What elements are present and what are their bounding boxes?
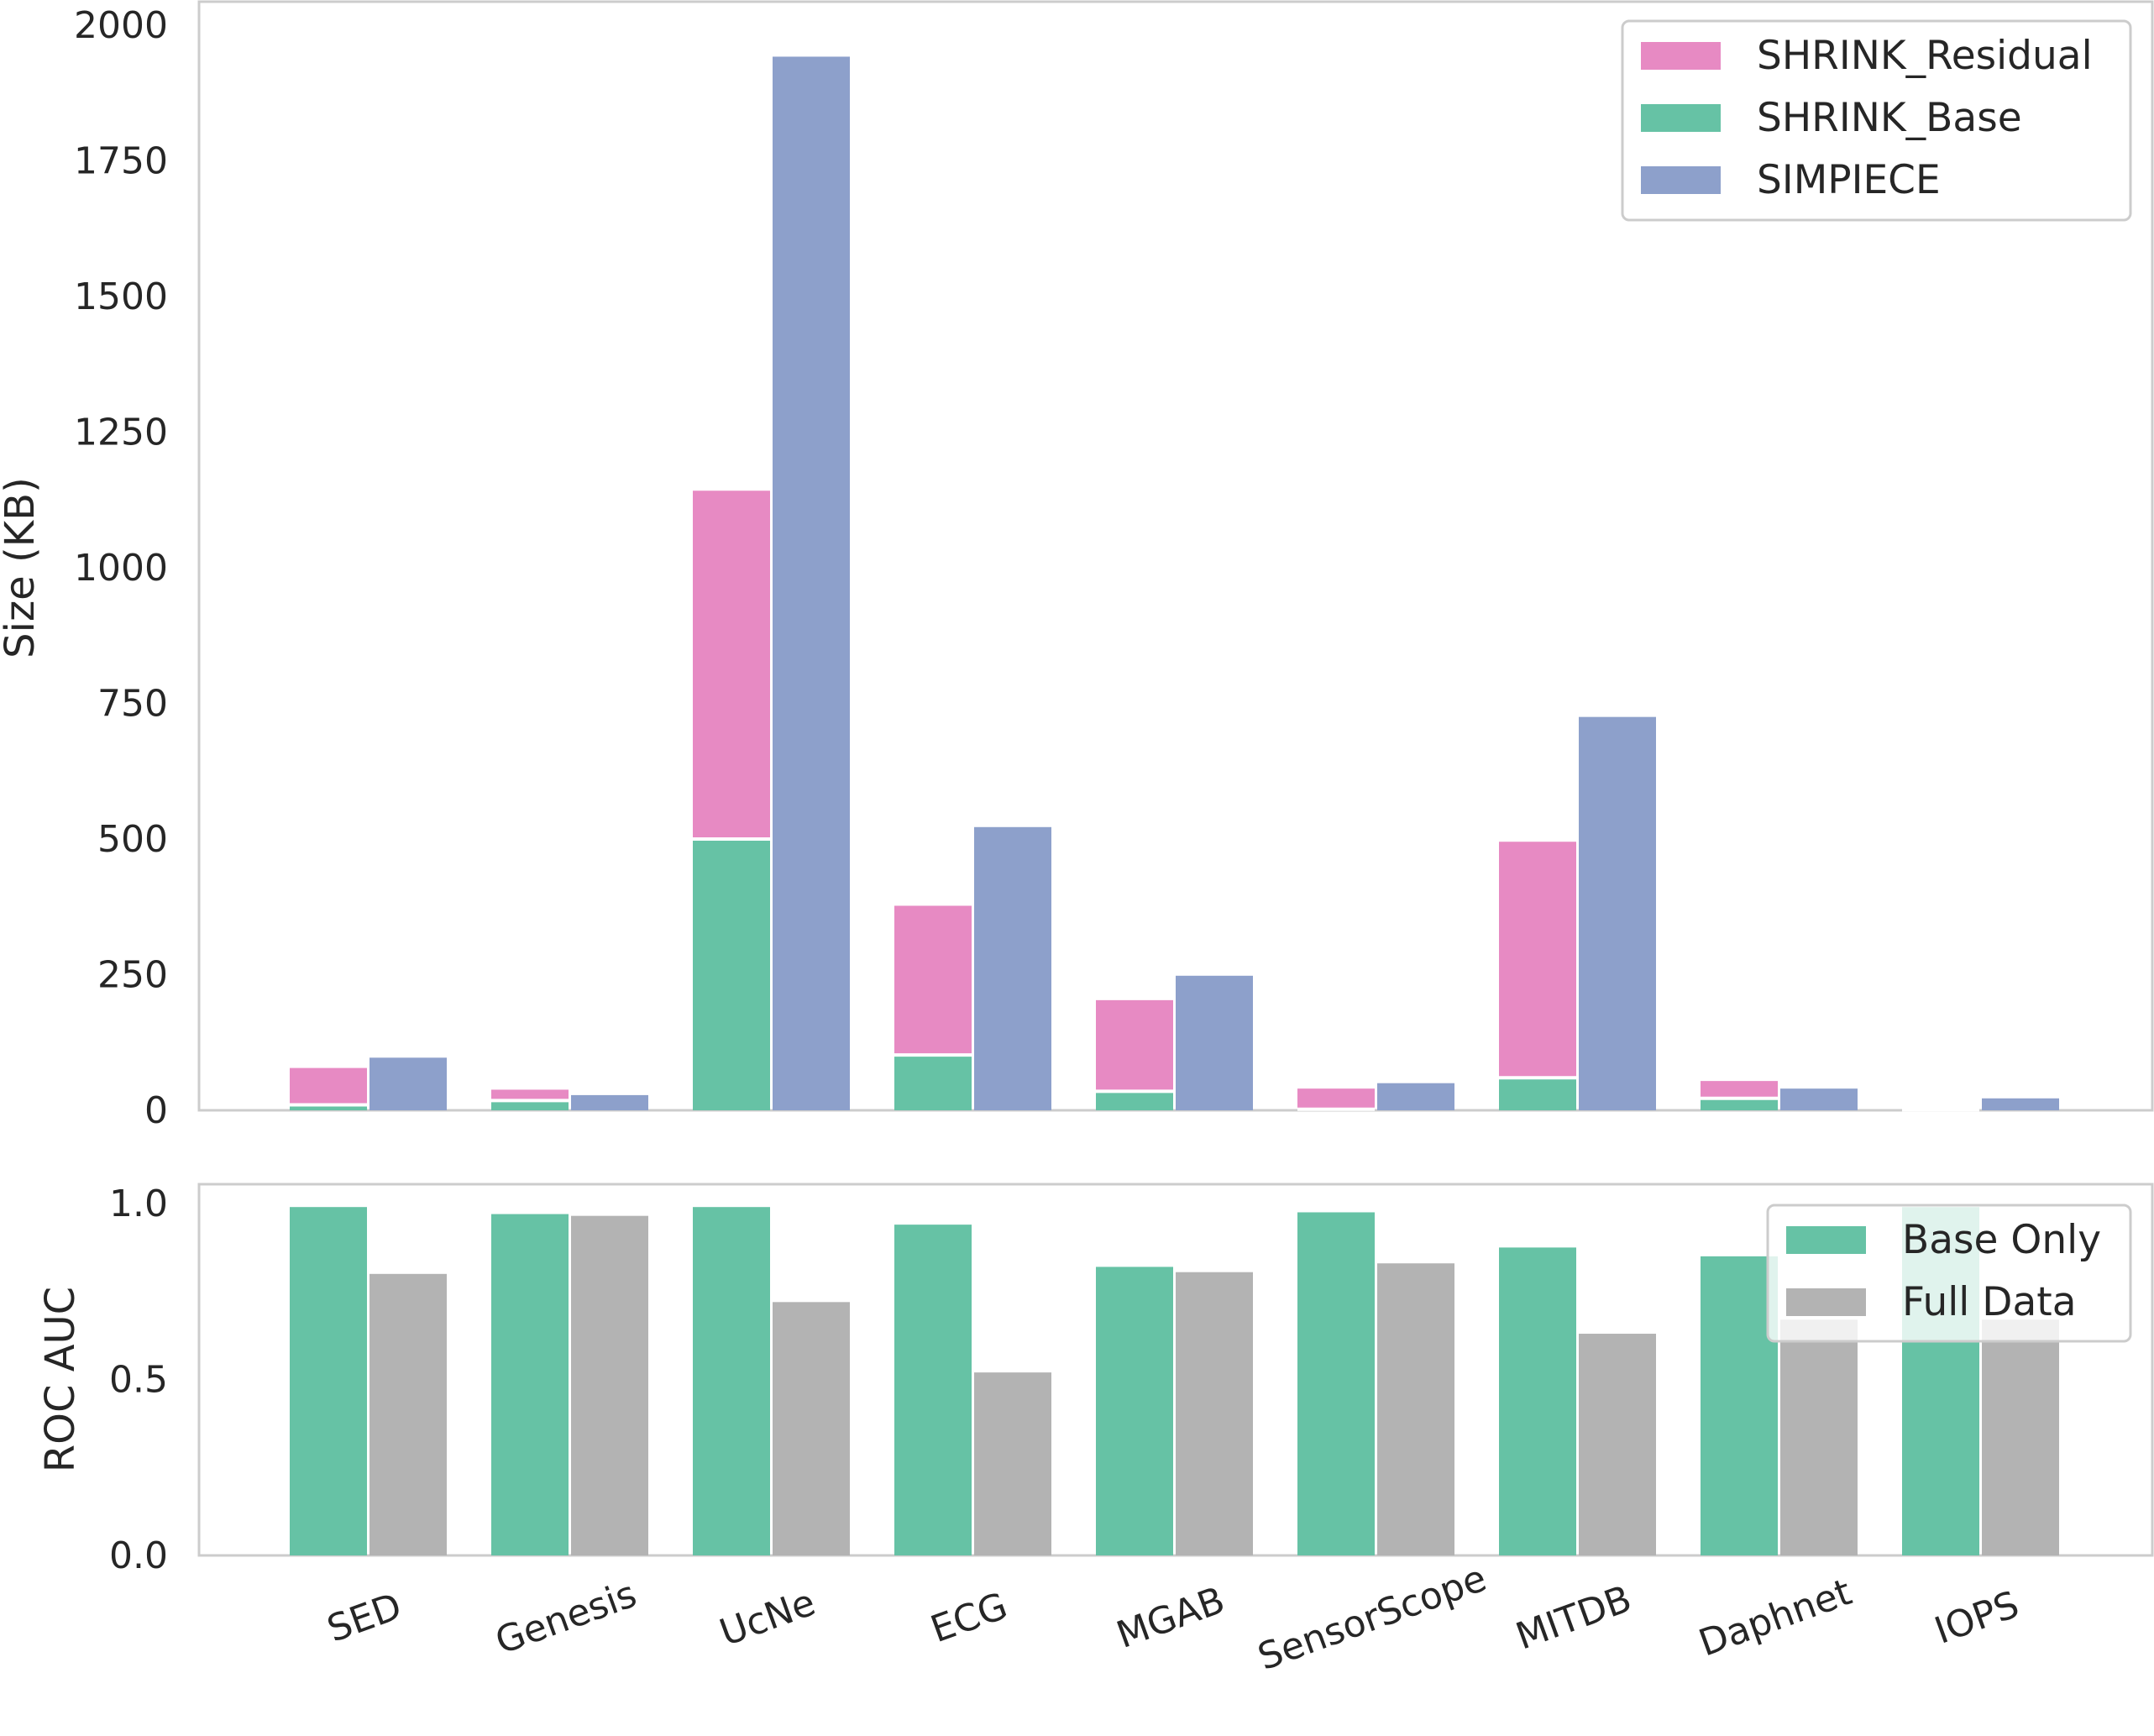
roc-axis-label: ROC AUC	[37, 1287, 84, 1472]
bar-full-data-ucne	[773, 1302, 850, 1555]
bar-base-only-ucne	[693, 1207, 770, 1555]
legend-swatch-shrink-base	[1641, 104, 1721, 132]
bar-shrink-residual-ucne	[693, 490, 770, 839]
category-label-ecg: ECG	[925, 1585, 1013, 1652]
bar-shrink-base-ucne	[693, 839, 770, 1110]
bar-base-only-mgab	[1096, 1267, 1173, 1555]
bar-simpiece-ucne	[773, 56, 850, 1110]
size-axis-tick-label: 1250	[74, 412, 168, 454]
size-axis-tick-label: 1500	[74, 275, 168, 318]
bar-simpiece-genesis	[571, 1094, 648, 1110]
bar-shrink-base-sed	[290, 1104, 367, 1110]
legend-swatch-shrink-residual	[1641, 42, 1721, 70]
bar-shrink-residual-sed	[290, 1067, 367, 1105]
bar-full-data-mgab	[1176, 1272, 1253, 1555]
bar-simpiece-sed	[369, 1057, 447, 1110]
bar-full-data-sensorscope	[1377, 1263, 1454, 1555]
category-label-iops: IOPS	[1929, 1583, 2024, 1653]
bar-simpiece-daphnet	[1780, 1088, 1858, 1110]
size-axis-tick-label: 1750	[74, 140, 168, 183]
legend-label-base-only: Base Only	[1902, 1217, 2101, 1263]
legend-swatch-simpiece	[1641, 166, 1721, 194]
bar-simpiece-mgab	[1176, 975, 1253, 1110]
bar-full-data-mitdb	[1579, 1334, 1656, 1555]
legend-swatch-full-data	[1786, 1288, 1866, 1316]
bar-base-only-sensorscope	[1297, 1212, 1375, 1555]
bar-simpiece-sensorscope	[1377, 1083, 1454, 1110]
category-label-mgab: MGAB	[1111, 1579, 1230, 1657]
size-chart: 0 250 500 750 1000 1250 1500 1750 2000 Size (KB) S…	[0, 0, 2154, 1132]
roc-axis-tick-label: 0.0	[109, 1534, 168, 1577]
bar-full-data-daphnet	[1780, 1319, 1858, 1555]
bar-simpiece-mitdb	[1579, 716, 1656, 1110]
category-label-sed: SED	[322, 1585, 407, 1651]
size-axis-tick-label: 750	[97, 683, 168, 726]
size-axis-tick-label: 0	[144, 1089, 168, 1132]
legend-label-full-data: Full Data	[1902, 1279, 2077, 1325]
bar-shrink-residual-daphnet	[1701, 1081, 1778, 1099]
bar-shrink-residual-mitdb	[1499, 842, 1576, 1078]
size-legend: SHRINK_Residual SHRINK_Base SIMPIECE	[1621, 19, 2132, 222]
size-legend-box	[1621, 19, 2132, 222]
roc-auc-chart: 0.0 0.5 1.0 ROC AUC Base Only Full Data SED Gen…	[37, 1183, 2154, 1679]
legend-label-shrink-base: SHRINK_Base	[1757, 95, 2022, 141]
bar-shrink-residual-ecg	[894, 905, 972, 1056]
bar-shrink-residual-sensorscope	[1297, 1088, 1375, 1109]
roc-axis-tick-label: 1.0	[109, 1183, 168, 1225]
roc-legend: Base Only Full Data	[1766, 1204, 2132, 1343]
category-label-mitdb: MITDB	[1511, 1577, 1638, 1658]
category-label-daphnet: Daphnet	[1694, 1571, 1858, 1665]
bar-shrink-base-mgab	[1096, 1091, 1173, 1110]
bar-simpiece-ecg	[974, 826, 1051, 1110]
legend-label-shrink-residual: SHRINK_Residual	[1757, 33, 2093, 79]
roc-axis-tick-label: 0.5	[109, 1359, 168, 1402]
bar-shrink-base-daphnet	[1701, 1098, 1778, 1110]
size-axis-tick-label: 500	[97, 818, 168, 861]
bar-base-only-mitdb	[1499, 1247, 1576, 1555]
bar-base-only-ecg	[894, 1225, 972, 1555]
size-axis-tick-label: 2000	[74, 4, 168, 47]
bar-shrink-base-mitdb	[1499, 1078, 1576, 1110]
bar-full-data-ecg	[974, 1372, 1051, 1555]
legend-label-simpiece: SIMPIECE	[1757, 157, 1941, 203]
legend-swatch-base-only	[1786, 1226, 1866, 1254]
bar-base-only-daphnet	[1701, 1256, 1778, 1555]
bar-base-only-sed	[290, 1207, 367, 1555]
category-label-ucne: UcNe	[715, 1581, 821, 1655]
bar-shrink-base-genesis	[491, 1100, 569, 1110]
bar-shrink-residual-genesis	[491, 1089, 569, 1101]
category-label-genesis: Genesis	[490, 1573, 642, 1664]
bar-full-data-iops	[1982, 1319, 2059, 1555]
bar-simpiece-iops	[1982, 1098, 2059, 1110]
size-axis-tick-label: 250	[97, 954, 168, 997]
size-axis-tick-label: 1000	[74, 547, 168, 590]
bar-shrink-base-ecg	[894, 1055, 972, 1110]
bar-full-data-genesis	[571, 1215, 648, 1555]
category-label-sensorscope: SensorScope	[1252, 1557, 1491, 1679]
bar-shrink-residual-mgab	[1096, 999, 1173, 1092]
bar-base-only-genesis	[491, 1214, 569, 1555]
bar-full-data-sed	[369, 1273, 447, 1555]
size-axis-label: Size (KB)	[0, 477, 44, 658]
